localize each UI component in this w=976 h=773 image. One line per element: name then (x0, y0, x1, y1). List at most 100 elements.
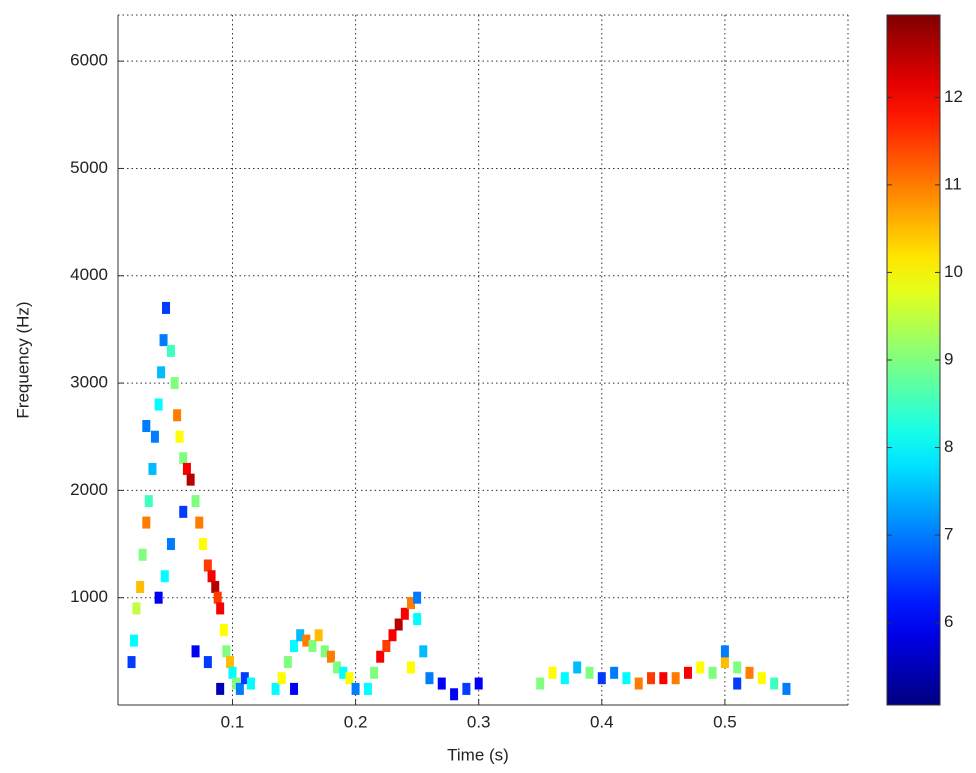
spectrogram-cell (708, 666, 717, 679)
spectrogram-cell (610, 666, 619, 679)
spectrogram-cell (320, 645, 329, 658)
spectrogram-cell (462, 682, 471, 695)
spectrogram-cell (235, 682, 244, 695)
spectrogram-cell (413, 613, 422, 626)
spectrogram-cell (150, 430, 159, 443)
spectrogram-cell (222, 645, 231, 658)
spectrogram-cell (671, 672, 680, 685)
spectrogram-cell (333, 661, 342, 674)
spectrogram-cell (144, 495, 153, 508)
spectrogram-cell (211, 580, 220, 593)
spectrogram-cell (345, 672, 354, 685)
spectrogram-cell (363, 682, 372, 695)
colorbar-tick-label: 9 (944, 349, 953, 368)
spectrogram-cell (216, 682, 225, 695)
spectrogram-cell (179, 505, 188, 518)
colorbar (886, 14, 941, 706)
x-tick-label: 0.3 (467, 712, 491, 731)
spectrogram-cell (536, 677, 545, 690)
colorbar-tick-label: 10 (944, 262, 963, 281)
spectrogram-cell (130, 634, 139, 647)
spectrogram-cell (326, 650, 335, 663)
spectrogram-cell (195, 516, 204, 529)
y-tick-label: 2000 (70, 480, 108, 499)
spectrogram-cell (406, 597, 415, 610)
spectrogram-cell (240, 672, 249, 685)
spectrogram-cell (647, 672, 656, 685)
spectrogram-cell (191, 495, 200, 508)
spectrogram-cell (179, 452, 188, 465)
spectrogram-cell (219, 623, 228, 636)
spectrogram-cell (770, 677, 779, 690)
spectrogram-cell (157, 366, 166, 379)
spectrogram-cell (226, 656, 235, 669)
spectrogram-cell (207, 570, 216, 583)
spectrogram-cell (136, 580, 145, 593)
colorbar-tick-label: 6 (944, 612, 953, 631)
spectrogram-cell (182, 462, 191, 475)
spectrogram-cell (419, 645, 428, 658)
spectrogram-cell (290, 639, 299, 652)
spectrogram-cell (376, 650, 385, 663)
spectrogram-cell (394, 618, 403, 631)
spectrogram-cell (659, 672, 668, 685)
spectrogram-cell (186, 473, 195, 486)
spectrogram-cell (296, 629, 305, 642)
spectrogram-cell (585, 666, 594, 679)
spectrogram-cell (683, 666, 692, 679)
spectrogram-cell (370, 666, 379, 679)
spectrogram-cell (160, 570, 169, 583)
colorbar-tick-label: 12 (944, 87, 963, 106)
y-tick-label: 3000 (70, 373, 108, 392)
spectrogram-cell (302, 634, 311, 647)
spectrogram-cell (283, 656, 292, 669)
spectrogram-cell (142, 419, 151, 432)
y-tick-label: 4000 (70, 265, 108, 284)
spectrogram-cell (597, 672, 606, 685)
spectrogram-cell (159, 334, 168, 347)
spectrogram-cell (425, 672, 434, 685)
spectrogram-cell (696, 661, 705, 674)
spectrogram-cell (127, 656, 136, 669)
spectrogram-cell (203, 559, 212, 572)
y-tick-label: 6000 (70, 51, 108, 70)
spectrogram-cell (166, 538, 175, 551)
spectrogram-cell (198, 538, 207, 551)
spectrogram-cell (548, 666, 557, 679)
spectrogram-cell (138, 548, 147, 561)
x-tick-label: 0.1 (221, 712, 245, 731)
spectrogram-cell (154, 398, 163, 411)
spectrogram-cell (314, 629, 323, 642)
spectrogram-cell (191, 645, 200, 658)
spectrogram-cell (170, 377, 179, 390)
spectrogram-cell (308, 639, 317, 652)
spectrogram-cell (437, 677, 446, 690)
spectrogram-cell (573, 661, 582, 674)
spectrogram-cell (246, 677, 255, 690)
spectrogram-cell (148, 462, 157, 475)
spectrogram-cell (154, 591, 163, 604)
spectrogram-cell (162, 301, 171, 314)
spectrogram-cell (213, 591, 222, 604)
spectrogram-cell (733, 661, 742, 674)
spectrogram-cell (228, 666, 237, 679)
spectrogram-cell (216, 602, 225, 615)
spectrogram-cell (745, 666, 754, 679)
x-tick-label: 0.4 (590, 712, 614, 731)
spectrogram-cell (406, 661, 415, 674)
x-tick-label: 0.2 (344, 712, 368, 731)
spectrogram-cell (720, 656, 729, 669)
spectrogram-cell (203, 656, 212, 669)
spectrogram-cell (720, 645, 729, 658)
x-axis-label: Time (s) (447, 745, 509, 764)
spectrogram-cell (142, 516, 151, 529)
colorbar-tick-label: 11 (944, 174, 962, 193)
spectrogram-cell (733, 677, 742, 690)
spectrogram-cell (351, 682, 360, 695)
spectrogram-cell (166, 344, 175, 357)
colorbar-tick-label: 7 (944, 525, 953, 544)
x-tick-label: 0.5 (713, 712, 737, 731)
spectrogram-cell (175, 430, 184, 443)
spectrogram-cell (400, 607, 409, 620)
